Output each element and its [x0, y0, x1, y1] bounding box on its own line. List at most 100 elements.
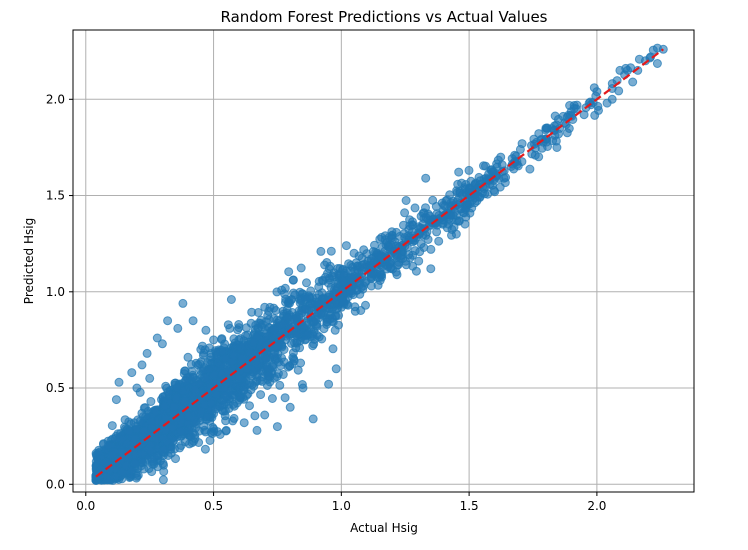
data-point	[346, 260, 356, 270]
data-point	[217, 334, 227, 344]
data-point	[247, 307, 257, 317]
data-point	[228, 416, 238, 426]
data-point	[375, 234, 385, 244]
data-point	[623, 65, 633, 75]
data-point	[256, 390, 266, 400]
scatter-points	[91, 43, 668, 485]
data-point	[254, 318, 264, 328]
data-point	[193, 360, 203, 370]
x-tick-label: 2.0	[587, 499, 606, 513]
data-point	[276, 361, 286, 371]
data-point	[127, 368, 137, 378]
data-point	[421, 173, 431, 183]
data-point	[284, 267, 294, 277]
data-point	[163, 316, 173, 326]
reference-line	[95, 48, 664, 478]
chart-title: Random Forest Predictions vs Actual Valu…	[221, 8, 548, 26]
data-point	[349, 248, 359, 258]
data-point	[260, 410, 270, 420]
x-axis-ticks: 0.0 0.5 1.0 1.5 2.0	[76, 492, 606, 513]
y-tick-label: 1.5	[46, 189, 65, 203]
data-point	[239, 418, 249, 428]
data-point	[341, 241, 351, 251]
y-tick-label: 0.0	[46, 477, 65, 491]
data-point	[592, 87, 602, 97]
data-point	[401, 196, 411, 205]
data-point	[454, 167, 464, 177]
data-point	[408, 261, 418, 271]
data-point	[246, 348, 256, 358]
data-point	[426, 264, 436, 274]
data-point	[255, 375, 265, 385]
data-point	[376, 252, 386, 262]
data-point	[188, 316, 198, 326]
data-point	[142, 348, 152, 358]
data-point	[278, 306, 288, 316]
data-point	[269, 314, 279, 323]
data-point	[326, 246, 336, 256]
data-point	[263, 371, 273, 381]
data-point	[512, 160, 522, 169]
data-point	[146, 446, 156, 456]
data-point	[221, 425, 231, 435]
x-axis-label: Actual Hsig	[350, 521, 418, 535]
data-point	[287, 295, 297, 304]
data-point	[272, 422, 282, 432]
data-point	[347, 272, 357, 282]
data-point	[130, 434, 140, 444]
data-point	[169, 402, 179, 412]
data-point	[283, 362, 293, 372]
data-point	[242, 364, 252, 374]
data-point	[387, 234, 397, 244]
data-point	[289, 356, 299, 366]
data-point	[321, 272, 331, 282]
data-point	[159, 460, 168, 470]
data-point	[324, 379, 334, 389]
data-point	[450, 207, 460, 217]
data-point	[614, 86, 624, 96]
data-point	[434, 236, 444, 246]
data-point	[209, 335, 219, 345]
data-point	[543, 142, 552, 151]
data-point	[147, 456, 157, 466]
data-point	[292, 337, 302, 347]
data-point	[497, 160, 507, 170]
data-point	[197, 407, 207, 417]
data-point	[188, 372, 198, 382]
x-tick-label: 0.0	[76, 499, 95, 513]
data-point	[171, 454, 180, 464]
data-point	[147, 467, 157, 477]
data-point	[358, 284, 368, 294]
data-point	[121, 461, 131, 471]
data-point	[525, 164, 535, 174]
data-point	[137, 449, 147, 459]
data-point	[404, 225, 414, 234]
data-point	[628, 77, 638, 87]
data-point	[414, 256, 424, 266]
data-point	[201, 325, 211, 335]
data-point	[272, 341, 282, 351]
data-point	[107, 421, 117, 431]
data-point	[160, 401, 170, 411]
data-point	[283, 313, 293, 323]
data-point	[269, 325, 279, 335]
data-point	[124, 426, 134, 436]
data-point	[490, 187, 500, 197]
data-point	[285, 402, 295, 412]
data-point	[161, 414, 171, 424]
data-point	[415, 247, 425, 257]
data-point	[339, 297, 349, 307]
data-point	[145, 373, 155, 383]
data-point	[171, 393, 181, 403]
y-tick-label: 1.0	[46, 285, 65, 299]
data-point	[309, 339, 319, 349]
data-point	[107, 450, 117, 460]
data-point	[322, 317, 332, 327]
data-point	[158, 475, 168, 485]
y-axis-label: Predicted Hsig	[22, 218, 36, 304]
data-point	[467, 203, 477, 213]
data-point	[437, 198, 447, 208]
data-point	[288, 275, 298, 285]
data-point	[249, 381, 259, 391]
data-point	[261, 354, 271, 364]
